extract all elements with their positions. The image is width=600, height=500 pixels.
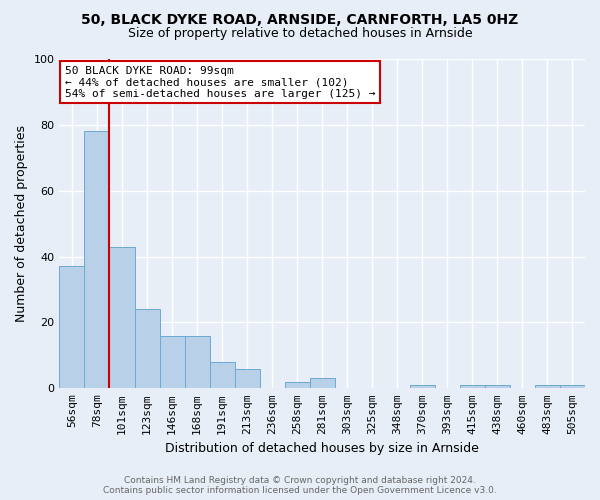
- Bar: [535, 385, 560, 388]
- Text: Size of property relative to detached houses in Arnside: Size of property relative to detached ho…: [128, 28, 472, 40]
- Bar: [209, 362, 235, 388]
- Y-axis label: Number of detached properties: Number of detached properties: [15, 125, 28, 322]
- Text: Contains HM Land Registry data © Crown copyright and database right 2024.
Contai: Contains HM Land Registry data © Crown c…: [103, 476, 497, 495]
- Bar: [134, 310, 160, 388]
- Bar: [59, 266, 85, 388]
- Text: 50, BLACK DYKE ROAD, ARNSIDE, CARNFORTH, LA5 0HZ: 50, BLACK DYKE ROAD, ARNSIDE, CARNFORTH,…: [82, 12, 518, 26]
- Bar: [460, 385, 485, 388]
- Bar: [410, 385, 435, 388]
- Bar: [85, 132, 109, 388]
- Bar: [235, 368, 260, 388]
- Bar: [284, 382, 310, 388]
- X-axis label: Distribution of detached houses by size in Arnside: Distribution of detached houses by size …: [165, 442, 479, 455]
- Bar: [109, 246, 134, 388]
- Bar: [310, 378, 335, 388]
- Bar: [185, 336, 209, 388]
- Bar: [485, 385, 510, 388]
- Bar: [560, 385, 585, 388]
- Text: 50 BLACK DYKE ROAD: 99sqm
← 44% of detached houses are smaller (102)
54% of semi: 50 BLACK DYKE ROAD: 99sqm ← 44% of detac…: [65, 66, 375, 99]
- Bar: [160, 336, 185, 388]
